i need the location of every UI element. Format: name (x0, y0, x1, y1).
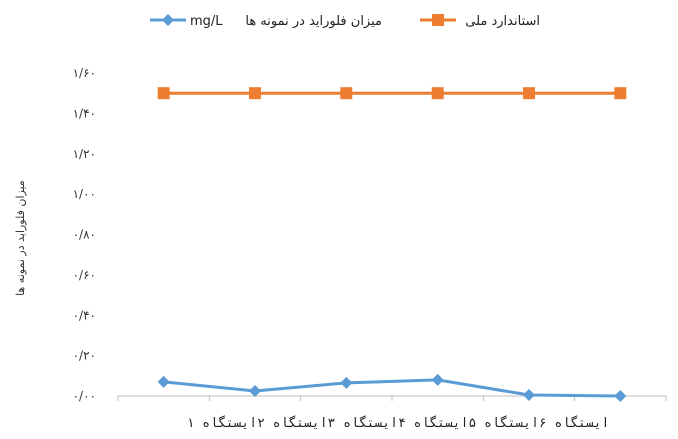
legend-marker-fluoride (162, 14, 174, 26)
legend-item-standard: استاندارد ملی (420, 14, 540, 29)
square-marker (340, 87, 353, 100)
legend-label-fluoride: میزان فلوراید در نمونه ها (245, 14, 382, 29)
y-tick-label: ۰/۶۰ (73, 268, 96, 282)
y-tick-label: ۱/۴۰ (73, 106, 96, 120)
y-tick-label: ۱/۶۰ (73, 66, 96, 80)
y-tick-label: ۱/۲۰ (73, 147, 96, 161)
square-marker (431, 87, 444, 100)
legend-label-standard: استاندارد ملی (465, 14, 540, 29)
y-tick-label: ۰/۴۰ (73, 308, 96, 322)
y-tick-label: ۰/۲۰ (73, 349, 96, 363)
legend: mg/L میزان فلوراید در نمونه ها استاندارد… (150, 14, 540, 29)
square-marker (614, 87, 627, 100)
series-line (163, 378, 621, 398)
diamond-marker (431, 373, 444, 386)
y-axis-title: میزان فلوراید در نمونه ها (14, 180, 27, 296)
square-marker (523, 87, 535, 100)
series-layer (157, 87, 627, 402)
x-axis-ticks (117, 396, 667, 401)
series-fluoride (157, 373, 627, 402)
x-axis-category-labels: ایستگاه ۶ایستگاه ۵ایستگاه ۴ایستگاه ۳ایست… (187, 415, 610, 431)
legend-unit-fluoride: mg/L (190, 14, 223, 29)
square-marker (157, 87, 170, 100)
series-standard (157, 87, 627, 100)
y-axis-ticks: ۰/۰۰ ۰/۲۰ ۰/۴۰ ۰/۶۰ ۰/۸۰ ۱/۰۰ ۱/۲۰ ۱/۴۰ ۱/۶۰ (73, 66, 96, 403)
legend-marker-standard (432, 14, 444, 26)
diamond-marker (614, 390, 627, 402)
y-tick-label: ۰/۸۰ (73, 228, 96, 242)
square-marker (249, 87, 261, 100)
diamond-marker (523, 388, 535, 401)
legend-item-fluoride: mg/L میزان فلوراید در نمونه ها (150, 14, 382, 29)
diamond-marker (340, 376, 353, 389)
y-tick-label: ۰/۰۰ (73, 389, 96, 403)
y-tick-label: ۱/۰۰ (73, 187, 96, 201)
diamond-marker (249, 384, 261, 397)
diamond-marker (157, 375, 170, 388)
